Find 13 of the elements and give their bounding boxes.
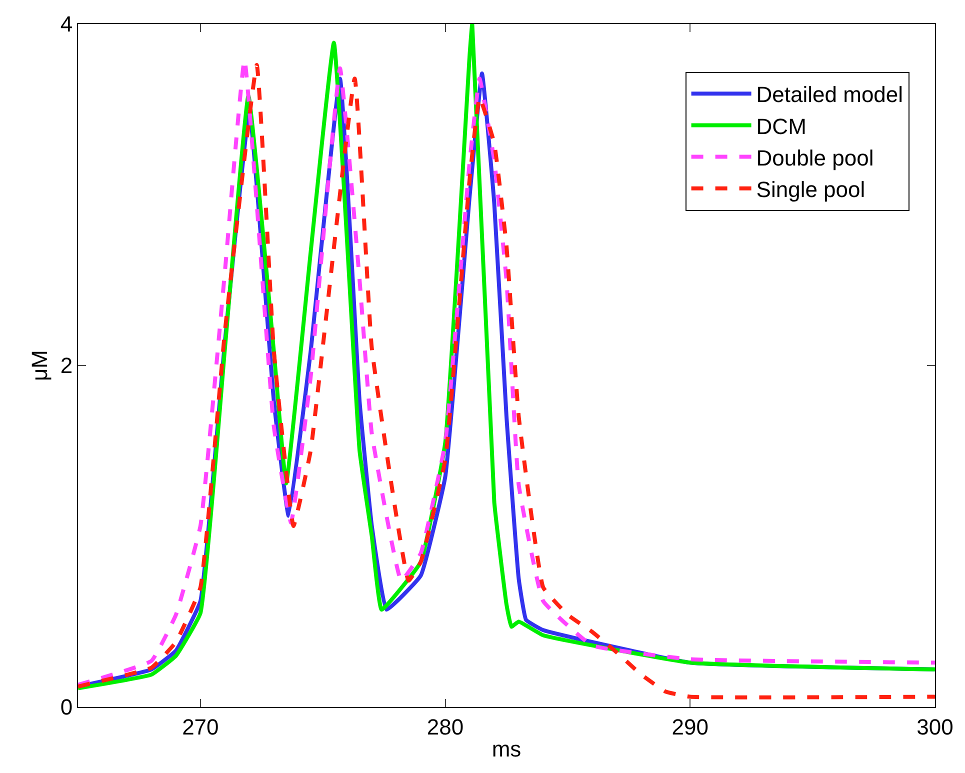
- x-tick-label: 280: [426, 714, 464, 740]
- legend-label: Detailed model: [756, 82, 904, 108]
- x-tick-label: 270: [182, 714, 219, 740]
- x-tick-label: 300: [916, 714, 954, 740]
- legend-label: DCM: [756, 114, 806, 139]
- legend-label: Double pool: [756, 145, 874, 170]
- y-tick-label: 2: [60, 353, 73, 378]
- legend-label: Single pool: [756, 176, 866, 202]
- x-tick-label: 290: [672, 714, 708, 740]
- y-tick-label: 4: [60, 12, 73, 37]
- y-axis-title: μM: [27, 350, 52, 382]
- y-tick-label: 0: [60, 694, 73, 720]
- x-axis-title: ms: [492, 736, 522, 762]
